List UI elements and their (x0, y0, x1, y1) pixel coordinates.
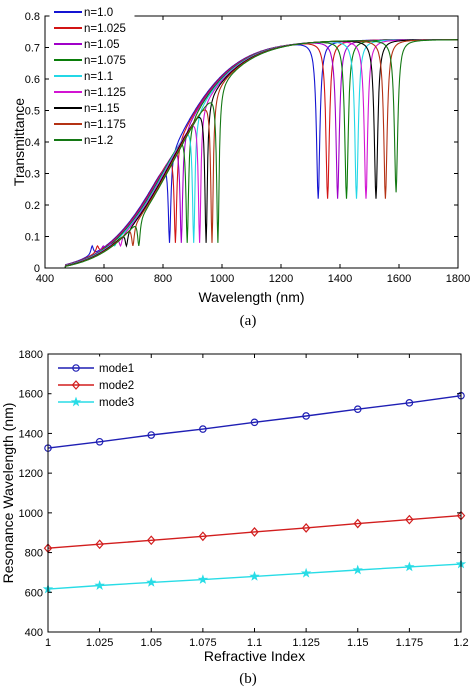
data-point-marker (146, 576, 157, 587)
legend-entry-label: n=1.15 (84, 103, 120, 115)
y-tick-label: 0.8 (25, 11, 40, 23)
x-tick-label: 1600 (387, 273, 411, 285)
data-point-marker (250, 418, 259, 427)
data-point-marker (95, 539, 104, 550)
data-point-marker (301, 523, 311, 533)
data-point-marker (353, 405, 362, 414)
x-tick-label: 1.075 (189, 637, 217, 649)
x-tick-label: 1.1 (247, 637, 262, 649)
legend-entry-label: n=1.175 (84, 119, 126, 131)
data-point-marker (95, 437, 104, 446)
y-tick-label: 1400 (19, 428, 43, 440)
y-tick-label: 0.3 (25, 169, 40, 181)
x-tick-label: 1400 (328, 273, 352, 285)
chart-a-y-ticks: 0 0.1 0.2 0.3 0.4 0.5 0.6 0.7 0.8 (25, 11, 458, 275)
data-point-marker (250, 527, 259, 537)
y-tick-label: 0.4 (25, 137, 40, 149)
chart-a-x-ticks: 400 600 800 1000 1200 1400 1600 1800 (36, 16, 470, 285)
y-tick-label: 1000 (19, 508, 43, 520)
data-point-marker (71, 380, 81, 390)
y-tick-label: 1200 (19, 468, 43, 480)
x-tick-label: 1.175 (396, 637, 424, 649)
y-tick-label: 800 (25, 548, 43, 560)
chart-b-series-line (47, 395, 462, 449)
y-tick-label: 0.6 (25, 74, 40, 86)
legend-entry-label: n=1.0 (84, 7, 113, 19)
data-point-marker (197, 574, 209, 584)
y-tick-label: 600 (25, 587, 43, 599)
legend-entry-label: n=1.1 (84, 71, 113, 83)
y-tick-label: 1800 (19, 349, 43, 361)
x-tick-label: 400 (36, 273, 54, 285)
legend-entry-label: mode2 (99, 380, 134, 392)
x-tick-label: 1.125 (292, 637, 320, 649)
data-point-marker (353, 518, 363, 529)
x-tick-label: 1800 (446, 273, 470, 285)
chart-a-x-axis-label: Wavelength (nm) (198, 289, 304, 305)
data-point-marker (94, 580, 105, 590)
chart-a-series-line (45, 39, 458, 269)
chart-b-legend: mode1 mode2 mode3 (51, 356, 135, 414)
data-point-marker (249, 571, 260, 581)
x-tick-label: 1.025 (86, 637, 114, 649)
chart-b-y-ticks: 400 600 800 1000 1200 1400 1600 1800 (19, 349, 461, 639)
y-tick-label: 0.7 (25, 43, 40, 55)
data-point-marker (199, 425, 207, 433)
legend-entry-label: n=1.05 (84, 39, 120, 51)
x-tick-label: 1.05 (141, 637, 162, 649)
legend-entry-label: n=1.075 (84, 55, 126, 67)
legend-entry-label: n=1.2 (84, 135, 113, 147)
y-tick-label: 0.2 (25, 200, 40, 212)
y-tick-label: 0 (34, 263, 40, 275)
data-point-marker (300, 567, 312, 578)
legend-entry-label: mode1 (99, 363, 134, 375)
x-tick-label: 1.2 (453, 637, 468, 649)
data-point-marker (405, 399, 414, 407)
legend-entry-label: mode3 (99, 397, 134, 409)
chart-b-resonance: 1 1.025 1.05 1.075 1.1 1.125 1.15 1.175 1.2 400 6… (0, 349, 469, 687)
chart-b-series-lines (42, 391, 467, 594)
chart-a-caption: (a) (240, 313, 257, 329)
chart-a-legend: n=1.0 n=1.025 n=1.05 n=1.075 n=1.1 n=1.125 n=1… (49, 3, 135, 153)
data-point-marker (72, 364, 80, 372)
legend-entry-label: n=1.025 (84, 23, 126, 35)
x-tick-label: 1200 (269, 273, 293, 285)
legend-entry-label: n=1.125 (84, 87, 126, 99)
y-tick-label: 0.5 (25, 106, 40, 118)
data-point-marker (198, 531, 208, 542)
chart-b-x-axis-label: Refractive Index (204, 648, 305, 664)
data-point-marker (352, 564, 363, 575)
y-tick-label: 1600 (19, 389, 43, 401)
chart-b-caption: (b) (239, 671, 257, 687)
x-tick-label: 600 (95, 273, 113, 285)
data-point-marker (146, 535, 156, 546)
chart-a-transmittance: 400 600 800 1000 1200 1400 1600 1800 0 0.1 0.2 0.3… (11, 3, 470, 329)
data-point-marker (302, 412, 310, 420)
x-tick-label: 1.15 (347, 637, 368, 649)
chart-b-series-line (47, 514, 462, 549)
data-point-marker (405, 514, 414, 525)
data-point-marker (404, 561, 415, 572)
chart-b-x-ticks: 1 1.025 1.05 1.075 1.1 1.125 1.15 1.175 1.2 (45, 354, 469, 649)
data-point-marker (147, 431, 156, 439)
data-point-marker (70, 396, 82, 407)
chart-b-y-axis-label: Resonance Wavelength (nm) (0, 403, 16, 584)
x-tick-label: 800 (154, 273, 172, 285)
x-tick-label: 1000 (210, 273, 234, 285)
y-tick-label: 0.1 (25, 232, 40, 244)
x-tick-label: 1 (45, 637, 51, 649)
y-tick-label: 400 (25, 627, 43, 639)
chart-a-series-lines (45, 39, 458, 269)
chart-a-y-axis-label: Transmittance (11, 98, 27, 186)
